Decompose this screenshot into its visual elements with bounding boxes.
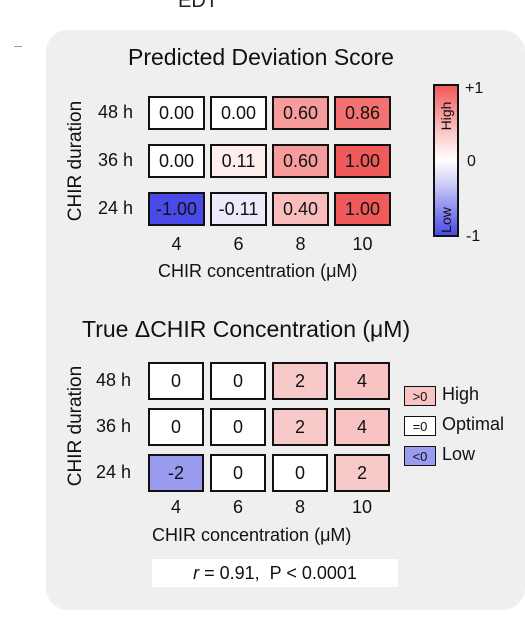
chart1-cell: 0.60 [272, 144, 329, 178]
chart1-x-tick-label: 8 [295, 234, 306, 254]
legend-label: High [442, 384, 480, 404]
chart2-cell: 2 [334, 454, 390, 492]
legend-swatch: =0 [404, 416, 436, 436]
chart2-cell: 4 [334, 408, 390, 446]
chart1-cell: 0.00 [148, 96, 205, 130]
top-cut-label: EDT [178, 0, 218, 12]
chart1-row-label: 36 h [98, 150, 134, 170]
chart1-row-label: 24 h [98, 198, 134, 218]
colorbar-min-label: -1 [466, 228, 481, 245]
chart1-cell: 0.00 [148, 144, 205, 178]
stats-annotation: r = 0.91, P < 0.0001 [152, 559, 398, 587]
chart1-cell: 1.00 [334, 192, 391, 226]
chart2-cell: 0 [210, 362, 266, 400]
chart2-xlabel: CHIR concentration (μM) [152, 525, 352, 545]
chart1-cell: 0.60 [272, 96, 329, 130]
chart2-ylabel: CHIR duration [65, 365, 86, 487]
chart2-cell: 0 [210, 408, 266, 446]
chart2-row-label: 48 h [96, 370, 132, 390]
chart2-cell: 0 [210, 454, 266, 492]
legend-label: Optimal [442, 414, 505, 434]
chart1-colorbar [433, 84, 459, 237]
colorbar-mid-label: 0 [467, 153, 476, 170]
chart2-title: True ΔCHIR Concentration (μM) [82, 316, 411, 342]
chart2-cell: 4 [334, 362, 390, 400]
chart1-title: Predicted Deviation Score [128, 44, 394, 70]
chart1-x-tick-label: 6 [233, 234, 244, 254]
stats-r-symbol: r [193, 562, 200, 583]
colorbar-max-label: +1 [465, 80, 484, 97]
colorbar-high-word: High [438, 101, 454, 131]
colorbar-low-word: Low [438, 207, 454, 233]
chart1-x-tick-label: 4 [171, 234, 182, 254]
chart1-x-tick-label: 10 [352, 234, 373, 254]
chart1-cell: -1.00 [148, 192, 205, 226]
chart2-x-tick-label: 8 [294, 497, 305, 517]
legend-swatch: <0 [404, 446, 436, 466]
chart2-cell: 2 [272, 408, 328, 446]
legend-swatch: >0 [404, 386, 436, 406]
chart1-cell: -0.11 [210, 192, 267, 226]
chart2-row-label: 36 h [96, 416, 132, 436]
chart2-cell: 2 [272, 362, 328, 400]
chart2-cell: 0 [148, 362, 204, 400]
chart1-cell: 0.00 [210, 96, 267, 130]
chart2-cell: 0 [272, 454, 328, 492]
chart2-x-tick-label: 6 [232, 497, 243, 517]
legend-label: Low [442, 444, 476, 464]
stats-text: = 0.91, P < 0.0001 [199, 562, 357, 583]
chart1-cell: 1.00 [334, 144, 391, 178]
chart1-ylabel: CHIR duration [65, 100, 86, 222]
chart1-cell: 0.86 [334, 96, 391, 130]
chart2-row-label: 24 h [96, 462, 132, 482]
chart1-row-label: 48 h [98, 102, 134, 122]
edge-tick [14, 46, 22, 47]
chart2-cell: -2 [148, 454, 204, 492]
chart1-cell: 0.11 [210, 144, 267, 178]
chart1-xlabel: CHIR concentration (μM) [158, 261, 358, 281]
chart1-cell: 0.40 [272, 192, 329, 226]
chart2-x-tick-label: 4 [170, 497, 181, 517]
chart2-x-tick-label: 10 [351, 497, 373, 517]
chart2-cell: 0 [148, 408, 204, 446]
